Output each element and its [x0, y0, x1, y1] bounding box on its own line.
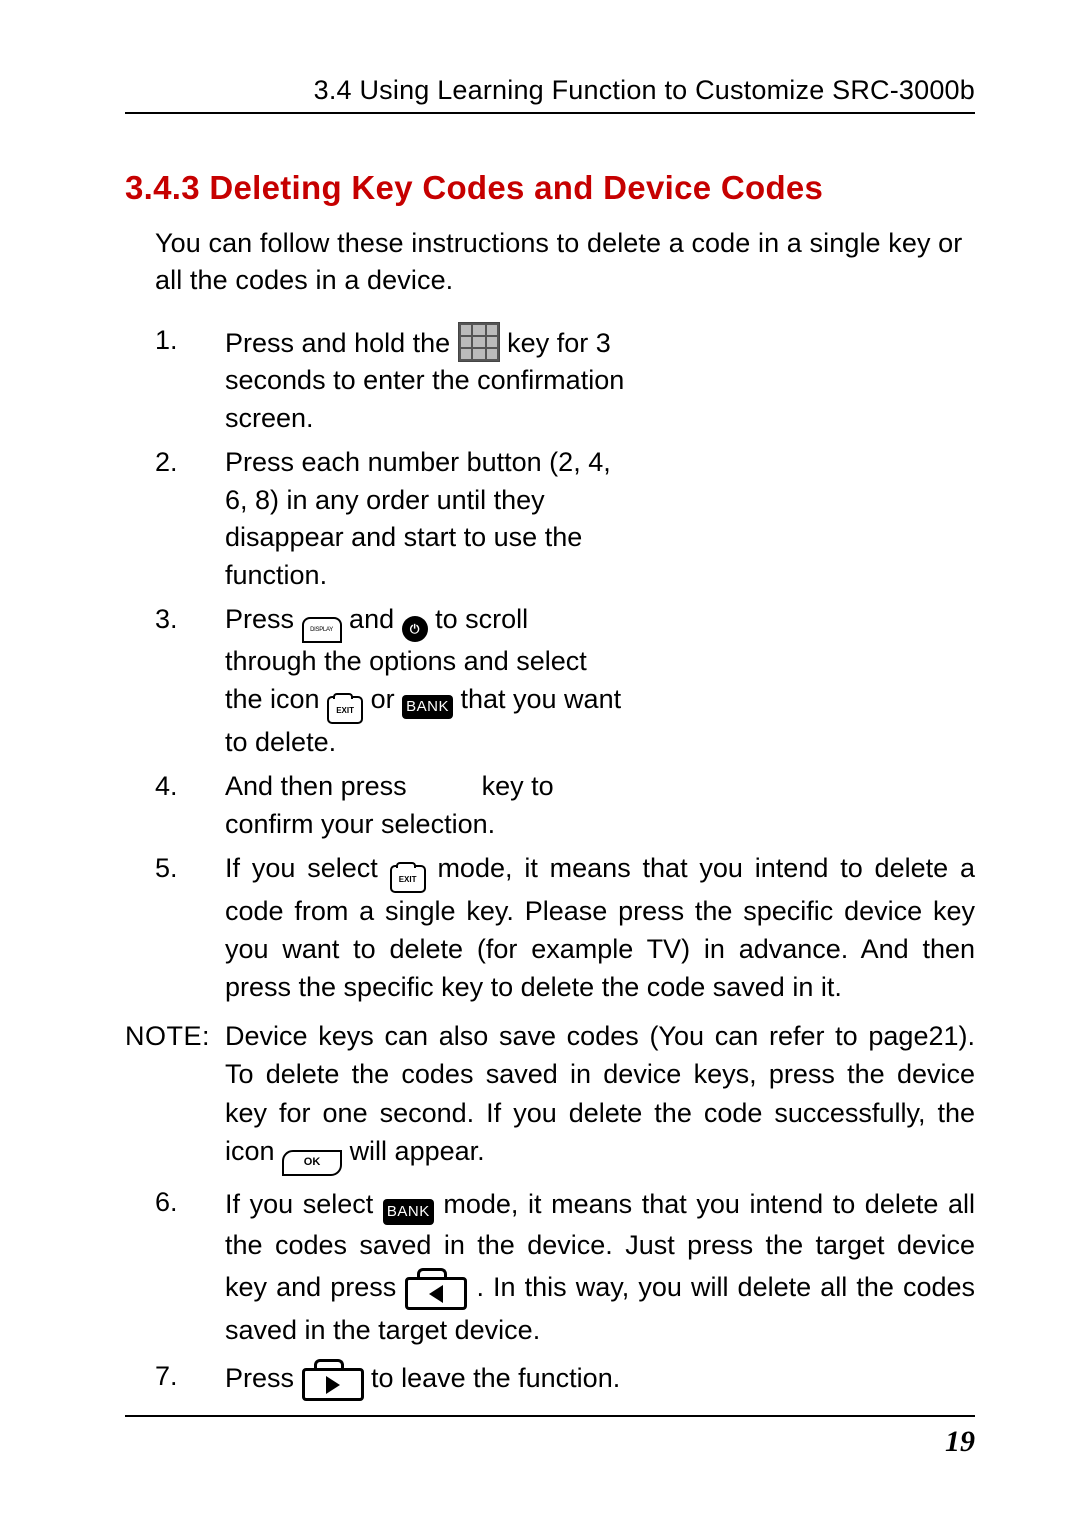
step-4: 4. And then press key to confirm your se…	[155, 768, 975, 844]
step-5: 5. If you select EXIT mode, it means tha…	[155, 850, 975, 1007]
manual-page: 3.4 Using Learning Function to Customize…	[0, 0, 1080, 1529]
note-text: Device keys can also save codes (You can…	[225, 1017, 975, 1176]
step-number: 7.	[155, 1358, 225, 1401]
intro-text: You can follow these instructions to del…	[155, 225, 975, 300]
step-number: 4.	[155, 768, 225, 844]
step-7: 7. Press to leave the function.	[155, 1358, 975, 1401]
ok-key-icon: OK	[282, 1150, 342, 1176]
bank-key-icon: BANK	[402, 695, 453, 719]
step-body: If you select BANK mode, it means that y…	[225, 1184, 975, 1353]
step-2: 2. Press each number button (2, 4, 6, 8)…	[155, 444, 975, 595]
steps-list: 1. Press and hold the key for 3 seconds …	[155, 322, 975, 1007]
steps-list-cont: 6. If you select BANK mode, it means tha…	[155, 1184, 975, 1402]
note-label: NOTE:	[125, 1017, 225, 1176]
section-title: 3.4.3 Deleting Key Codes and Device Code…	[125, 169, 975, 207]
page-footer: 19	[125, 1415, 975, 1459]
step-body: And then press key to confirm your selec…	[225, 768, 625, 844]
bank-key-icon: BANK	[383, 1199, 434, 1225]
right-arrow-key-icon	[302, 1359, 364, 1401]
step-body: Press to leave the function.	[225, 1358, 975, 1401]
step-number: 2.	[155, 444, 225, 595]
power-key-icon: ⏻	[402, 616, 428, 642]
left-arrow-key-icon	[405, 1268, 467, 1310]
page-number: 19	[945, 1425, 975, 1458]
display-key-icon: DISPLAY	[302, 617, 342, 643]
step-number: 1.	[155, 322, 225, 438]
step-body: Press and hold the key for 3 seconds to …	[225, 322, 625, 438]
step-body: Press DISPLAY and ⏻ to scroll through th…	[225, 601, 625, 762]
exit-key-icon: EXIT	[390, 865, 426, 893]
step-number: 6.	[155, 1184, 225, 1353]
exit-key-icon: EXIT	[327, 696, 363, 724]
step-number: 3.	[155, 601, 225, 762]
step-1: 1. Press and hold the key for 3 seconds …	[155, 322, 975, 438]
step-6: 6. If you select BANK mode, it means tha…	[155, 1184, 975, 1353]
note-block: NOTE: Device keys can also save codes (Y…	[125, 1017, 975, 1176]
step-body: Press each number button (2, 4, 6, 8) in…	[225, 444, 625, 595]
step-body: If you select EXIT mode, it means that y…	[225, 850, 975, 1007]
step-number: 5.	[155, 850, 225, 1007]
grid-key-icon	[458, 322, 500, 362]
step-3: 3. Press DISPLAY and ⏻ to scroll through…	[155, 601, 975, 762]
running-header: 3.4 Using Learning Function to Customize…	[125, 75, 975, 114]
